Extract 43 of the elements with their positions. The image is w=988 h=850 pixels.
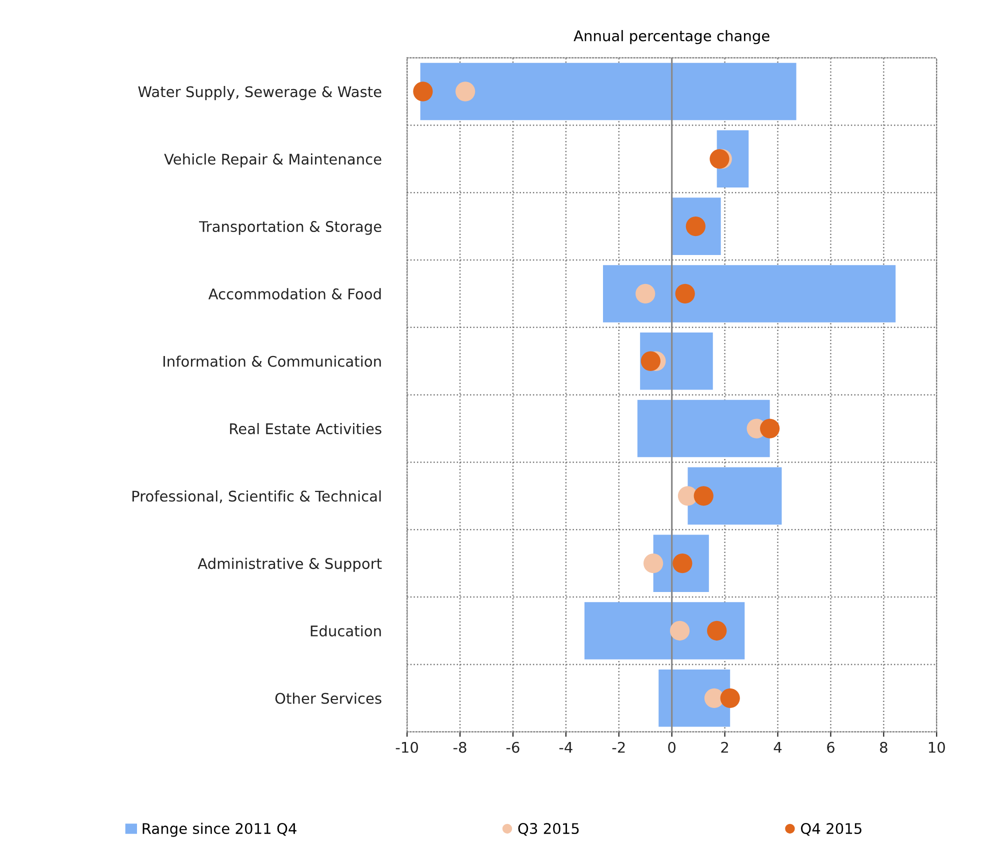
- x-tick-label: 10: [928, 742, 945, 753]
- x-tick-label: -2: [612, 742, 625, 753]
- point: [670, 620, 690, 641]
- point: [694, 486, 714, 506]
- legend-label: Q3 2015: [518, 823, 579, 836]
- bar: [420, 62, 796, 120]
- bar: [637, 400, 770, 458]
- x-tick-label: 4: [774, 742, 782, 753]
- point: [678, 486, 698, 506]
- y-tick-label: Real Estate Activities: [230, 422, 382, 434]
- bar: [602, 265, 896, 322]
- y-tick-label: Administrative & Support: [198, 558, 382, 572]
- y-tick-label: Professional, Scientific & Technical: [132, 490, 381, 504]
- x-tick-label: 0: [668, 742, 676, 753]
- legend-label: Range since 2011 Q4: [142, 822, 296, 837]
- x-tick-label: -6: [506, 742, 520, 753]
- bar: [584, 602, 745, 660]
- x-tick-label: 2: [721, 742, 728, 753]
- legend-label: Q4 2015: [800, 823, 862, 836]
- x-tick-label: -10: [396, 742, 418, 753]
- point: [704, 688, 724, 708]
- bar: [688, 467, 782, 525]
- y-tick-label: Accommodation & Food: [208, 288, 381, 300]
- point: [760, 418, 780, 438]
- y-tick-label: Information & Communication: [163, 356, 381, 367]
- point: [413, 82, 433, 102]
- point: [643, 554, 664, 574]
- point: [455, 82, 476, 102]
- x-tick-label: -4: [559, 742, 572, 753]
- point: [636, 284, 656, 304]
- x-tick-label: 8: [880, 742, 888, 753]
- x-tick-label: 6: [827, 742, 834, 753]
- y-tick-label: Transportation & Storage: [199, 220, 382, 235]
- y-tick-label: Water Supply, Sewerage & Waste: [138, 86, 382, 100]
- point: [640, 351, 660, 371]
- point: [675, 284, 695, 304]
- y-tick-label: Vehicle Repair & Maintenance: [164, 153, 382, 168]
- x-tick-label: -8: [453, 742, 466, 753]
- y-tick-label: Other Services: [275, 692, 382, 704]
- y-tick-label: Education: [310, 625, 381, 636]
- chart-title: Annual percentage change: [574, 30, 770, 44]
- point: [707, 620, 727, 641]
- point: [720, 688, 740, 708]
